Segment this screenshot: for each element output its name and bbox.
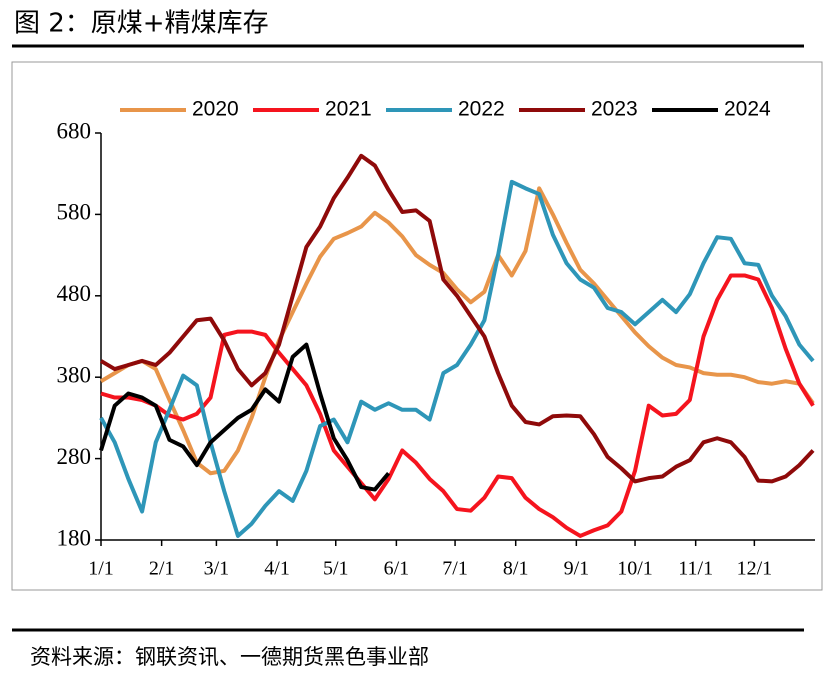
x-tick-label: 9/1 — [564, 558, 590, 580]
y-tick-label: 180 — [57, 525, 92, 550]
y-tick-label: 280 — [57, 444, 92, 469]
series-line — [99, 179, 815, 538]
legend-label: 2021 — [325, 98, 372, 121]
series-line — [99, 153, 815, 484]
x-tick-label: 2/1 — [149, 558, 175, 580]
x-tick-label: 7/1 — [442, 558, 468, 580]
legend-label: 2020 — [192, 98, 239, 121]
x-tick-label: 5/1 — [323, 558, 349, 580]
source: 资料来源：钢联资讯、一德期货黑色事业部 — [30, 645, 429, 669]
y-tick-label: 680 — [57, 118, 92, 143]
y-tick-label: 580 — [57, 200, 92, 225]
series-line — [100, 273, 815, 538]
y-tick-label: 480 — [57, 281, 92, 306]
legend-label: 2024 — [724, 98, 771, 121]
x-tick-label: 1/1 — [88, 558, 114, 580]
series-line — [99, 342, 391, 492]
legend-label: 2022 — [458, 98, 505, 121]
x-tick-label: 11/1 — [678, 558, 713, 580]
x-tick-label: 12/1 — [737, 558, 773, 580]
x-tick-label: 6/1 — [384, 558, 410, 580]
chart-title: 图 2：原煤+精煤库存 — [14, 9, 269, 39]
x-tick-label: 10/1 — [617, 558, 653, 580]
legend-label: 2023 — [591, 98, 638, 121]
x-tick-label: 4/1 — [264, 558, 290, 580]
y-tick-label: 380 — [57, 362, 92, 387]
plot-frame — [11, 61, 823, 591]
x-tick-label: 3/1 — [204, 558, 230, 580]
x-tick-label: 8/1 — [503, 558, 529, 580]
